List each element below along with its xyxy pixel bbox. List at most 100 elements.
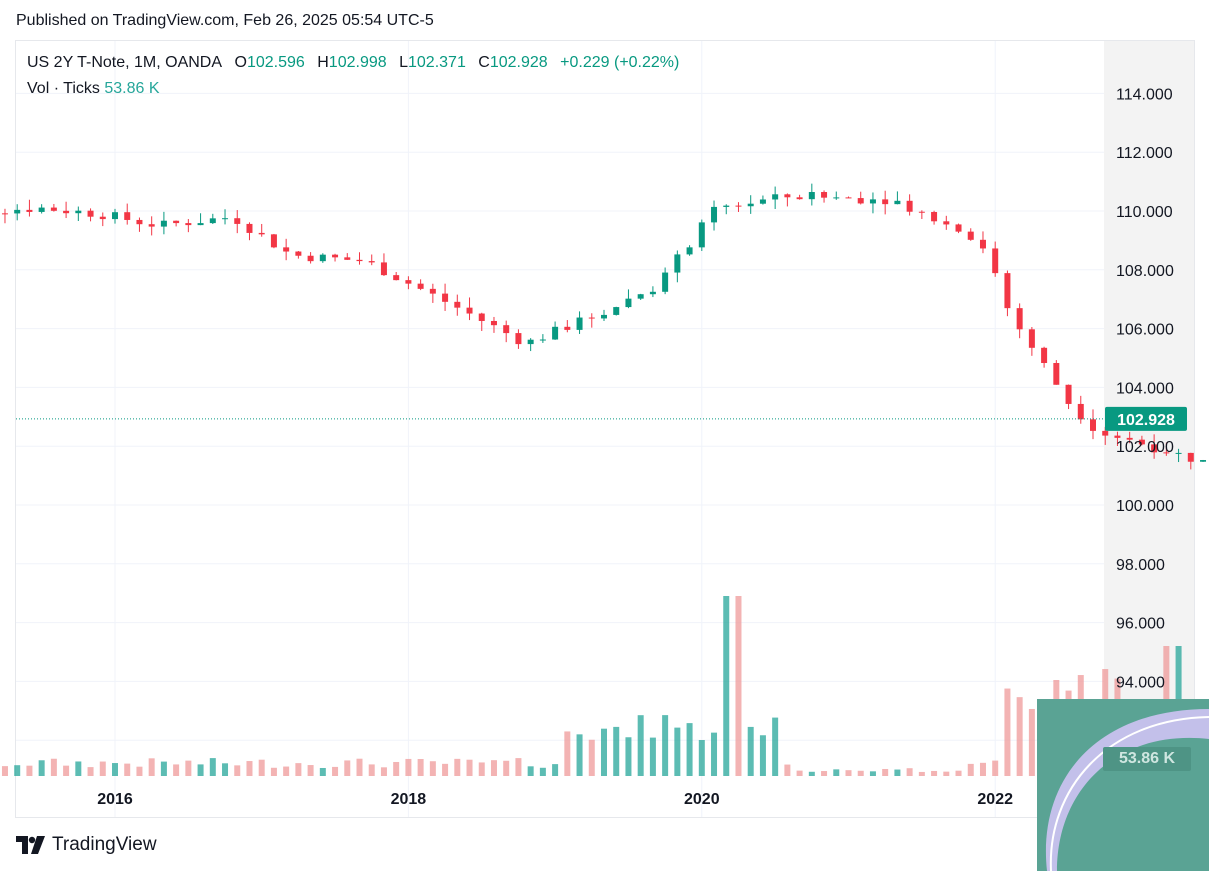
candle-body	[649, 291, 656, 295]
candle-body	[882, 199, 889, 205]
candle-body	[148, 224, 155, 227]
volume-bar	[833, 769, 840, 776]
candle-body	[307, 255, 314, 262]
candle-body	[173, 220, 180, 224]
corner-volume-label: 53.86 K	[1118, 750, 1176, 767]
open-label: O	[234, 54, 247, 71]
candle-body	[368, 261, 375, 263]
volume-bar	[490, 760, 497, 776]
tradingview-logo[interactable]: TradingView	[16, 834, 157, 856]
volume-bar	[759, 735, 766, 776]
volume-bar	[515, 758, 522, 776]
candle-body	[955, 224, 962, 232]
corner-overlay: 53.86 K	[1037, 699, 1209, 871]
candle-body	[833, 197, 840, 199]
volume-bar	[503, 760, 510, 776]
candle-body	[50, 207, 57, 211]
candle-body	[1138, 439, 1145, 445]
volume-bar	[857, 770, 864, 776]
volume-bar	[148, 758, 155, 776]
candle-body	[246, 223, 253, 233]
candle-body	[429, 288, 436, 294]
volume-bar	[344, 760, 351, 776]
candle-body	[283, 247, 290, 252]
volume-bar	[136, 766, 143, 776]
volume-bar	[735, 596, 742, 776]
candle-body	[931, 211, 938, 222]
volume-bar	[234, 765, 241, 776]
volume-bar	[955, 770, 962, 776]
volume-label[interactable]: Vol · Ticks	[27, 80, 100, 97]
candle-body	[637, 294, 644, 299]
volume-bar	[405, 758, 412, 776]
volume-bar	[209, 758, 216, 776]
brand-name: TradingView	[52, 834, 157, 855]
candle-body	[918, 211, 925, 213]
candle-body	[735, 205, 742, 207]
candle-body	[270, 234, 277, 248]
candle-body	[393, 275, 400, 281]
volume-bar	[50, 758, 57, 776]
candle-body	[356, 259, 363, 262]
candle-body	[564, 326, 571, 330]
high-label: H	[317, 54, 329, 71]
tradingview-icon	[16, 836, 45, 854]
volume-bar	[222, 763, 229, 776]
volume-bar	[173, 764, 180, 776]
volume-bar	[625, 737, 632, 776]
candle-body	[454, 301, 461, 308]
volume-bar	[943, 771, 950, 776]
candle-body	[808, 192, 815, 200]
candle-body	[943, 221, 950, 225]
volume-bar	[637, 715, 644, 776]
candle-body	[992, 248, 999, 274]
volume-bar	[869, 771, 876, 776]
symbol-title[interactable]: US 2Y T-Note, 1M, OANDA	[27, 54, 223, 71]
candle-body	[258, 232, 265, 235]
candle-body	[197, 223, 204, 226]
volume-bar	[14, 765, 21, 776]
volume-bar	[380, 767, 387, 776]
x-tick-label-3: 2022	[977, 791, 1013, 808]
candle-body	[613, 307, 620, 315]
last-price-label: 102.928	[1117, 412, 1175, 429]
candle-body	[1053, 363, 1060, 385]
candle-body	[515, 333, 522, 345]
volume-bar	[1016, 697, 1023, 776]
candle-body	[87, 210, 94, 217]
volume-bar	[478, 762, 485, 776]
volume-bar	[784, 764, 791, 776]
candle-body	[539, 339, 546, 341]
candlesticks	[1, 183, 1207, 470]
volume-bar	[796, 770, 803, 776]
volume-bar	[307, 765, 314, 776]
candle-body	[295, 251, 302, 256]
candle-body	[869, 199, 876, 204]
chart-frame[interactable]	[15, 40, 1195, 818]
volume-bar	[466, 759, 473, 776]
candle-body	[185, 223, 192, 226]
candle-body	[136, 219, 143, 225]
candle-body	[112, 212, 118, 220]
volume-bar	[845, 770, 852, 776]
candle-body	[319, 254, 326, 262]
volume-bar	[552, 764, 559, 776]
volume-bar	[112, 763, 118, 776]
y-tick-label-7: 100.000	[1116, 498, 1174, 515]
volume-bar	[649, 737, 656, 776]
volume-bar	[588, 739, 595, 776]
volume-bar	[821, 771, 828, 776]
candle-body	[75, 210, 82, 214]
change-value: +0.229 (+0.22%)	[560, 54, 680, 71]
low-value: 102.371	[408, 54, 466, 71]
candle-body	[466, 307, 473, 314]
volume-bar	[356, 758, 363, 776]
candle-body	[588, 317, 595, 319]
x-tick-label-0: 2016	[97, 791, 133, 808]
y-tick-label-8: 98.000	[1116, 557, 1165, 574]
candle-body	[845, 197, 852, 199]
last-price-badge: 102.928	[1105, 406, 1187, 431]
candle-body	[1041, 347, 1048, 364]
candle-body	[1175, 452, 1182, 454]
